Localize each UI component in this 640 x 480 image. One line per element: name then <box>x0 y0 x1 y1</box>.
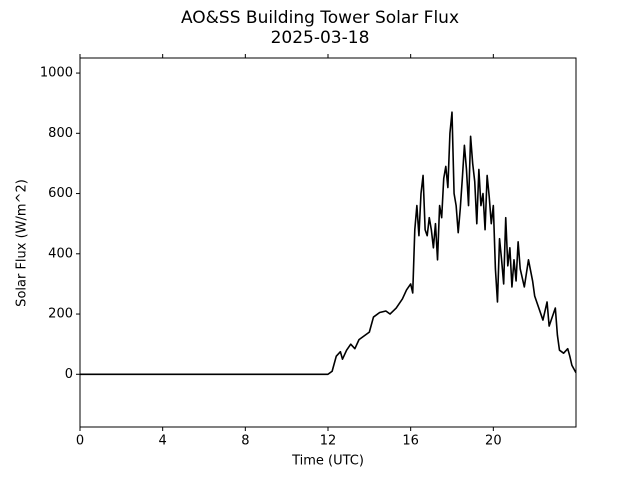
x-axis-label: Time (UTC) <box>291 454 364 469</box>
y-axis-label: Solar Flux (W/m^2) <box>15 179 30 307</box>
y-tick-label: 200 <box>48 307 73 322</box>
chart-subtitle: 2025-03-18 <box>271 28 370 48</box>
x-tick-label: 20 <box>485 434 502 449</box>
y-tick-label: 0 <box>65 367 73 382</box>
y-tick-label: 600 <box>48 186 73 201</box>
y-tick-label: 800 <box>48 126 73 141</box>
x-tick-label: 16 <box>402 434 419 449</box>
plot-frame <box>79 57 577 428</box>
y-tick-label: 1000 <box>40 66 73 81</box>
x-tick-label: 12 <box>320 434 337 449</box>
y-tick-label: 400 <box>48 246 73 261</box>
line <box>80 111 576 376</box>
chart-title: AO&SS Building Tower Solar Flux <box>181 8 459 28</box>
x-tick-label: 4 <box>159 434 167 449</box>
x-tick-label: 8 <box>241 434 249 449</box>
x-tick-label: 0 <box>76 434 84 449</box>
